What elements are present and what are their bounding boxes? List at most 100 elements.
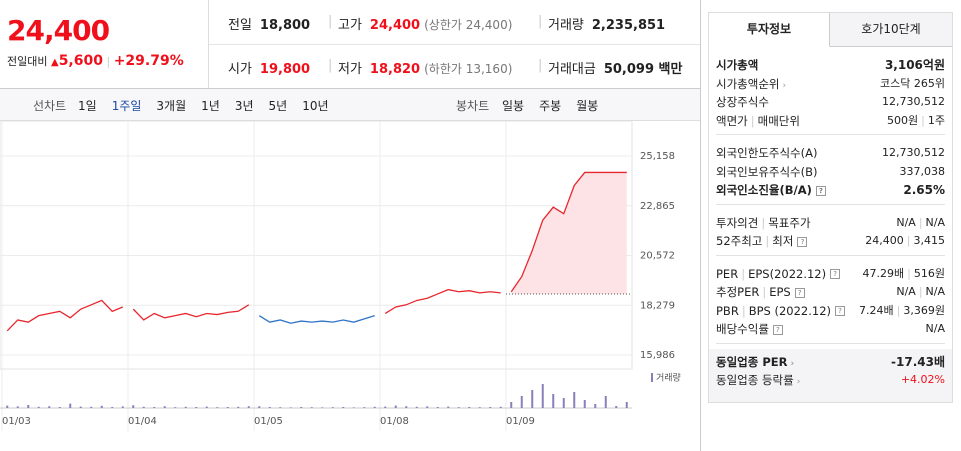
- row-label: 추정PER | EPS?: [716, 283, 805, 301]
- quote-area: 24,400 전일대비 ▲5,600 | +29.79% 전일 18,800 | 고가…: [0, 0, 701, 451]
- volume-bar: [531, 390, 534, 408]
- volume-bar: [237, 406, 240, 408]
- candle-tab[interactable]: 주봉: [539, 99, 562, 113]
- period-tab[interactable]: 3년: [234, 99, 254, 113]
- summary-label: 시가: [228, 62, 252, 77]
- summary-value: 50,099 백만: [603, 62, 683, 77]
- row-value: 코스닥 265위: [880, 75, 945, 93]
- volume-bar: [37, 406, 40, 408]
- help-icon[interactable]: ?: [797, 236, 808, 247]
- divider: [208, 0, 209, 88]
- value-text: 7.24배: [859, 303, 894, 317]
- period-tab[interactable]: 1주일: [111, 99, 142, 113]
- info-row: 액면가 | 매매단위 500원 | 1주: [716, 112, 945, 130]
- label-text: 외국인한도주식수(A): [716, 146, 818, 160]
- summary-cell: 전일 18,800: [228, 14, 310, 33]
- period-tab[interactable]: 10년: [302, 99, 329, 113]
- row-label: 상장주식수: [716, 93, 769, 111]
- summary-note: (하한가 13,160): [424, 62, 513, 76]
- divider: |: [765, 234, 770, 248]
- volume-bar: [121, 406, 124, 408]
- candle-tab[interactable]: 일봉: [502, 99, 525, 113]
- volume-bar: [111, 407, 114, 408]
- highlight-bg: [709, 348, 952, 402]
- current-price: 24,400: [7, 14, 110, 47]
- tab-group-label: 선차트: [33, 99, 67, 113]
- volume-bar: [321, 407, 324, 408]
- volume-bar: [216, 407, 219, 408]
- label-text: 동일업종 등락률: [716, 373, 794, 387]
- value-text: 24,400: [865, 234, 904, 247]
- volume-bar: [499, 406, 502, 408]
- candle-tab[interactable]: 월봉: [576, 99, 599, 113]
- period-tab[interactable]: 1년: [201, 99, 220, 113]
- row-value: 12,730,512: [882, 93, 945, 111]
- row-label: 시가총액: [716, 56, 758, 74]
- period-tab[interactable]: 1일: [78, 99, 97, 113]
- volume-bar: [226, 407, 229, 408]
- price-line: [132, 304, 250, 321]
- label-text: 최저: [772, 234, 794, 248]
- volume-bar: [300, 407, 303, 408]
- row-value: 337,038: [900, 163, 946, 181]
- price-line: [384, 288, 501, 315]
- volume-bar: [426, 406, 429, 408]
- info-panel: 투자정보 호가10단계 시가총액 3,106억원 시가총액순위 › 코스닥 265위 상장주식…: [708, 12, 953, 403]
- row-label: 투자의견 | 목표주가: [716, 214, 811, 232]
- label-text: PBR: [716, 303, 739, 318]
- summary-label: 전일: [228, 18, 252, 33]
- divider: |: [328, 14, 333, 29]
- summary-label: 고가: [338, 18, 362, 33]
- divider: |: [921, 113, 925, 127]
- volume-bar: [310, 407, 313, 408]
- help-icon[interactable]: ?: [835, 306, 846, 316]
- info-tab[interactable]: 투자정보: [709, 13, 830, 47]
- label-text: 시가총액순위: [716, 76, 780, 91]
- volume-bar: [142, 406, 145, 408]
- row-value: -17.43배: [891, 353, 945, 371]
- summary-label: 저가: [338, 62, 362, 77]
- row-value: N/A: [926, 320, 945, 338]
- volume-bar: [447, 406, 450, 408]
- help-icon[interactable]: ?: [815, 185, 826, 196]
- period-tab[interactable]: 3개월: [156, 99, 187, 113]
- volume-bar: [58, 407, 61, 408]
- volume-bar: [583, 400, 586, 408]
- label-text: PER: [716, 266, 739, 281]
- price-chart: 25,158 22,865 20,572 18,279 15,986 01/03 01/04…: [0, 121, 681, 431]
- volume-bar: [373, 406, 376, 408]
- label-text: 액면가: [716, 113, 748, 128]
- info-row: 투자의견 | 목표주가 N/A | N/A: [716, 214, 945, 232]
- volume-bar: [258, 406, 261, 408]
- volume-bar: [552, 394, 555, 408]
- label-text: 목표주가: [768, 215, 811, 230]
- info-tab[interactable]: 호가10단계: [830, 13, 952, 47]
- volume-bar: [573, 392, 576, 408]
- value-text: N/A: [925, 215, 945, 229]
- summary-cell: | 거래대금 50,099 백만: [538, 58, 683, 77]
- label-text: EPS(2022.12): [748, 266, 827, 281]
- volume-bar: [520, 396, 523, 408]
- help-icon[interactable]: ?: [794, 287, 805, 298]
- value-text: 12,730,512: [882, 146, 945, 159]
- period-tab[interactable]: 5년: [268, 99, 288, 113]
- value-text: N/A: [896, 215, 916, 229]
- help-icon[interactable]: ?: [830, 269, 841, 279]
- row-label: 52주최고 | 최저?: [716, 232, 808, 250]
- help-icon[interactable]: ?: [772, 324, 783, 335]
- volume-bar: [153, 407, 156, 408]
- divider: [716, 254, 945, 256]
- volume-bar: [79, 406, 82, 408]
- row-value: +4.02%: [901, 371, 945, 389]
- value-text: 516원: [913, 266, 945, 280]
- volume-bar: [279, 407, 282, 408]
- volume-bar: [100, 405, 103, 408]
- volume-bar: [342, 407, 345, 408]
- plot-border: [0, 121, 633, 370]
- volume-bar: [468, 407, 471, 408]
- change-label: 전일대비: [7, 55, 48, 68]
- volume-bar: [174, 407, 177, 408]
- value-text: -17.43배: [891, 354, 945, 369]
- value-text: 3,369원: [903, 303, 945, 317]
